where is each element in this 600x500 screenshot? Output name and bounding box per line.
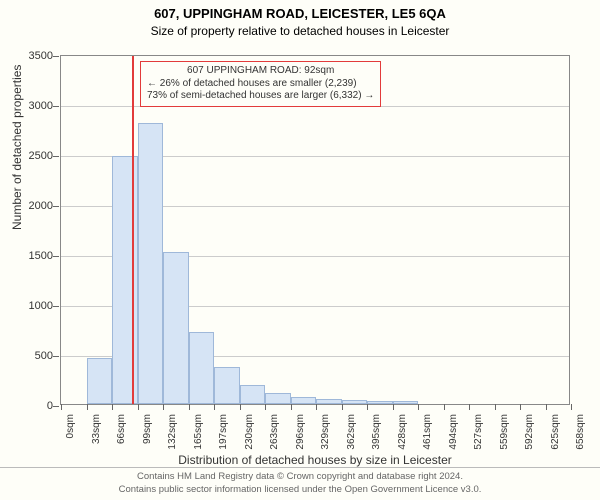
xtick: [546, 404, 547, 410]
histogram-bar: [240, 385, 266, 404]
histogram-bar: [214, 367, 240, 404]
ytick: [53, 156, 59, 157]
xtick: [240, 404, 241, 410]
histogram-bar: [393, 401, 419, 404]
ytick-label: 3000: [13, 100, 53, 112]
xtick-label: 658sqm: [575, 414, 586, 464]
xtick: [469, 404, 470, 410]
marker-line: [132, 56, 134, 404]
annotation-box: 607 UPPINGHAM ROAD: 92sqm ← 26% of detac…: [140, 61, 381, 107]
histogram-bar: [87, 358, 113, 404]
xtick: [316, 404, 317, 410]
ytick: [53, 406, 59, 407]
ytick-label: 2000: [13, 200, 53, 212]
annotation-line1: 607 UPPINGHAM ROAD: 92sqm: [147, 65, 374, 78]
histogram-bar: [163, 252, 189, 404]
plot-area: 05001000150020002500300035000sqm33sqm66s…: [60, 55, 570, 405]
page-subtitle: Size of property relative to detached ho…: [0, 21, 600, 38]
xtick: [520, 404, 521, 410]
footer-line1: Contains HM Land Registry data © Crown c…: [0, 471, 600, 483]
histogram-bar: [265, 393, 291, 404]
xtick: [189, 404, 190, 410]
xtick: [87, 404, 88, 410]
ytick: [53, 356, 59, 357]
ytick-label: 2500: [13, 150, 53, 162]
xtick: [418, 404, 419, 410]
x-axis-label: Distribution of detached houses by size …: [60, 453, 570, 467]
xtick: [571, 404, 572, 410]
xtick: [342, 404, 343, 410]
footer-line2: Contains public sector information licen…: [0, 484, 600, 496]
histogram-bar: [291, 397, 317, 404]
ytick: [53, 56, 59, 57]
histogram-bar: [138, 123, 164, 404]
ytick-label: 1500: [13, 250, 53, 262]
annotation-line3: 73% of semi-detached houses are larger (…: [147, 90, 374, 103]
xtick: [112, 404, 113, 410]
ytick-label: 1000: [13, 300, 53, 312]
xtick: [495, 404, 496, 410]
ytick: [53, 256, 59, 257]
histogram-bar: [342, 400, 368, 404]
xtick: [61, 404, 62, 410]
footer: Contains HM Land Registry data © Crown c…: [0, 467, 600, 500]
page-title: 607, UPPINGHAM ROAD, LEICESTER, LE5 6QA: [0, 0, 600, 21]
xtick: [291, 404, 292, 410]
ytick: [53, 306, 59, 307]
ytick: [53, 106, 59, 107]
xtick: [367, 404, 368, 410]
ytick-label: 500: [13, 350, 53, 362]
histogram-bar: [189, 332, 215, 404]
xtick: [214, 404, 215, 410]
xtick: [265, 404, 266, 410]
ytick-label: 3500: [13, 50, 53, 62]
ytick-label: 0: [13, 400, 53, 412]
xtick: [444, 404, 445, 410]
chart-container: 05001000150020002500300035000sqm33sqm66s…: [60, 55, 570, 405]
xtick: [163, 404, 164, 410]
ytick: [53, 206, 59, 207]
xtick: [393, 404, 394, 410]
annotation-line2: ← 26% of detached houses are smaller (2,…: [147, 78, 374, 91]
xtick: [138, 404, 139, 410]
histogram-bar: [316, 399, 342, 404]
histogram-bar: [367, 401, 393, 404]
